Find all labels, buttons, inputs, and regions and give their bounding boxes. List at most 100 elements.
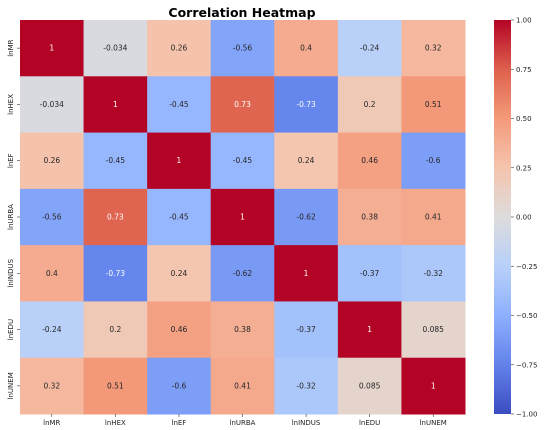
cell-value-label: 1 [177,156,182,165]
cell-value-label: -0.37 [296,325,316,334]
heatmap-cell [20,301,85,359]
x-tick-label: lnEF [172,419,187,427]
heatmap-cell [337,132,402,190]
cell-value-label: -0.73 [296,100,316,109]
heatmap-cell [83,76,148,134]
heatmap-cell [274,76,339,134]
cell-value-label: -0.034 [40,100,64,109]
y-tick-label: lnUNEM [7,372,15,399]
cell-value-label: -0.56 [42,213,62,222]
colorbar-tick-label: 1.00 [516,17,532,25]
cell-value-label: -0.32 [296,381,316,390]
cell-value-label: -0.45 [106,156,126,165]
x-tick-label: lnHEX [105,419,126,427]
y-axis-ticks: lnMR lnHEX lnEF lnURBA lnINDUS lnEDU lnUNEM [7,39,20,399]
x-tick-label: lnUNEM [420,419,447,427]
heatmap-cell [401,188,466,246]
heatmap-cell [83,301,148,359]
cell-value-label: 0.46 [361,156,378,165]
heatmap-cell [147,76,212,134]
y-tick-label: lnEDU [7,319,15,340]
heatmap-cell [337,301,402,359]
x-tick-label: lnMR [43,419,60,427]
cell-value-label: 0.41 [234,381,251,390]
heatmap-cell [210,188,275,246]
cell-value-label: 0.38 [361,213,378,222]
cell-value-label: 0.73 [234,100,251,109]
cell-value-label: -0.62 [296,213,316,222]
heatmap-cell [83,357,148,415]
heatmap-cell [210,245,275,302]
heatmap-cell [83,132,148,190]
cell-value-label: 0.26 [43,156,60,165]
x-axis-ticks: lnMR lnHEX lnEF lnURBA lnINDUS lnEDU lnUNEM [43,414,447,427]
cell-value-label: -0.24 [42,325,62,334]
cell-value-label: -0.6 [426,156,441,165]
cell-value-label: -0.6 [172,381,187,390]
heatmap-cell [274,245,339,302]
colorbar-tick-label: 0.75 [516,66,532,74]
heatmap-cell [20,188,85,246]
colorbar-tick-label: 0.25 [516,164,532,172]
y-tick-label: lnHEX [7,94,15,115]
cell-value-label: 0.46 [171,325,188,334]
cell-value-label: 0.2 [109,325,121,334]
y-tick-label: lnEF [7,153,15,168]
cell-value-label: 0.32 [43,381,60,390]
heatmap-cell [274,357,339,415]
chart-title: Correlation Heatmap [168,5,315,20]
x-tick-label: lnURBA [230,419,256,427]
cell-value-label: 0.41 [425,213,442,222]
heatmap-cell [20,20,85,77]
heatmap-cell [83,245,148,302]
cell-value-label: 0.2 [364,100,376,109]
cell-value-label: 0.085 [359,381,381,390]
cell-value-label: 0.51 [107,381,124,390]
heatmap-cell [274,20,339,77]
cell-value-label: 1 [367,325,372,334]
heatmap-cell [147,188,212,246]
heatmap-cell [274,132,339,190]
cell-value-label: -0.37 [360,269,380,278]
heatmap-cell [274,301,339,359]
colorbar-tick-label: 0.00 [516,214,532,222]
heatmap-cell [83,20,148,77]
y-tick-label: lnMR [7,39,15,56]
heatmap-cell [337,20,402,77]
heatmap-cell [337,76,402,134]
cell-value-label: 1 [431,381,436,390]
heatmap-cell [210,301,275,359]
colorbar-tick-label: 0.50 [516,115,532,123]
colorbar-tick-label: −0.50 [516,312,537,320]
cell-value-label: 1 [113,100,118,109]
heatmap-cell [20,245,85,302]
colorbar-tick-label: −0.75 [516,361,537,369]
cell-value-label: 0.38 [234,325,251,334]
heatmap-cell [210,357,275,415]
heatmap-cells: 1 -0.034 0.26 -0.56 0.4 -0.24 0.32 -0.034 1 -0.45… [20,20,466,415]
heatmap-cell [401,301,466,359]
cell-value-label: 0.085 [422,325,444,334]
cell-value-label: -0.62 [233,269,253,278]
heatmap-cell [401,20,466,77]
cell-value-label: 0.4 [46,269,58,278]
x-tick-label: lnINDUS [292,419,321,427]
y-tick-label: lnURBA [7,204,15,230]
y-tick-label: lnINDUS [7,258,15,287]
heatmap-cell [401,357,466,415]
heatmap-cell [337,188,402,246]
heatmap-cell [401,76,466,134]
cell-value-label: -0.73 [106,269,126,278]
heatmap-cell [210,20,275,77]
heatmap-cell [210,132,275,190]
heatmap-cell [20,132,85,190]
heatmap-cell [147,301,212,359]
cell-value-label: 0.73 [107,213,124,222]
x-tick-label: lnEDU [359,419,380,427]
heatmap-cell [147,20,212,77]
cell-value-label: -0.45 [169,100,189,109]
cell-value-label: -0.56 [233,44,253,53]
heatmap-cell [147,132,212,190]
heatmap-cell [83,188,148,246]
cell-value-label: 0.32 [425,44,442,53]
